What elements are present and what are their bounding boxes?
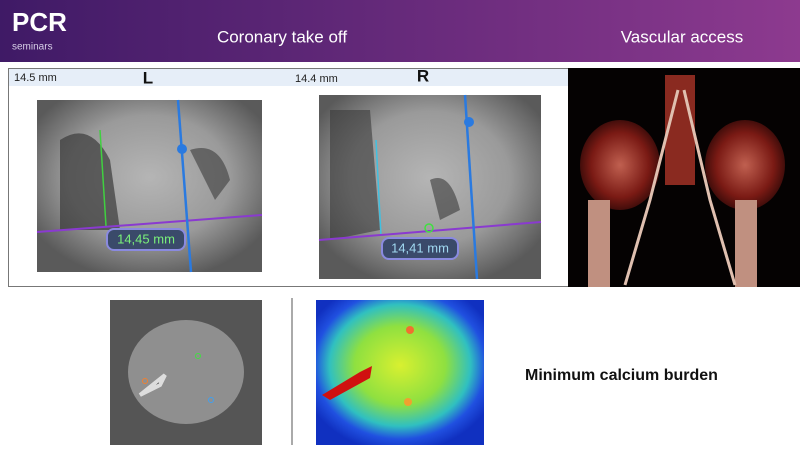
ct-calcium — [138, 373, 167, 397]
marker — [208, 397, 214, 403]
measure-box — [381, 237, 459, 260]
measure-label: 14,45 mm — [117, 231, 175, 246]
marker — [424, 223, 434, 233]
pelvis-bone — [580, 120, 660, 210]
measure-line — [99, 129, 107, 227]
logo-subtitle: seminars — [12, 42, 53, 53]
axis-line — [176, 99, 193, 273]
header-bar — [0, 0, 800, 62]
heat-hotspot — [322, 366, 372, 400]
vessel — [623, 89, 737, 286]
axis-handle — [177, 144, 187, 154]
spine — [665, 75, 695, 185]
measure-label: 14,41 mm — [391, 240, 449, 255]
panel-strip — [9, 69, 568, 86]
axis-handle — [464, 117, 474, 127]
caption: Minimum calcium burden — [525, 367, 718, 384]
panel-size: 14.5 mm — [14, 72, 57, 84]
header-title-right: Vascular access — [621, 27, 744, 46]
plane-line — [36, 214, 263, 233]
ct-shadow — [330, 110, 380, 240]
panel-size: 14.4 mm — [295, 73, 338, 85]
heatmap — [316, 300, 484, 445]
measure-box — [106, 228, 186, 251]
ct-shadow — [430, 178, 460, 220]
marker — [195, 353, 201, 359]
heat-spot — [404, 398, 412, 406]
femur — [588, 200, 610, 287]
femur — [735, 200, 757, 287]
panel-side: L — [143, 68, 153, 87]
marker — [142, 378, 148, 384]
measure-line — [375, 139, 382, 237]
panel-side: R — [417, 66, 429, 85]
header-title-left: Coronary take off — [217, 27, 347, 46]
heat-spot — [406, 326, 414, 334]
logo: PCR — [12, 7, 67, 37]
ct-shadow — [190, 148, 230, 200]
plane-line — [318, 221, 542, 241]
pelvis-bone — [705, 120, 785, 210]
ct-annulus — [128, 320, 244, 424]
